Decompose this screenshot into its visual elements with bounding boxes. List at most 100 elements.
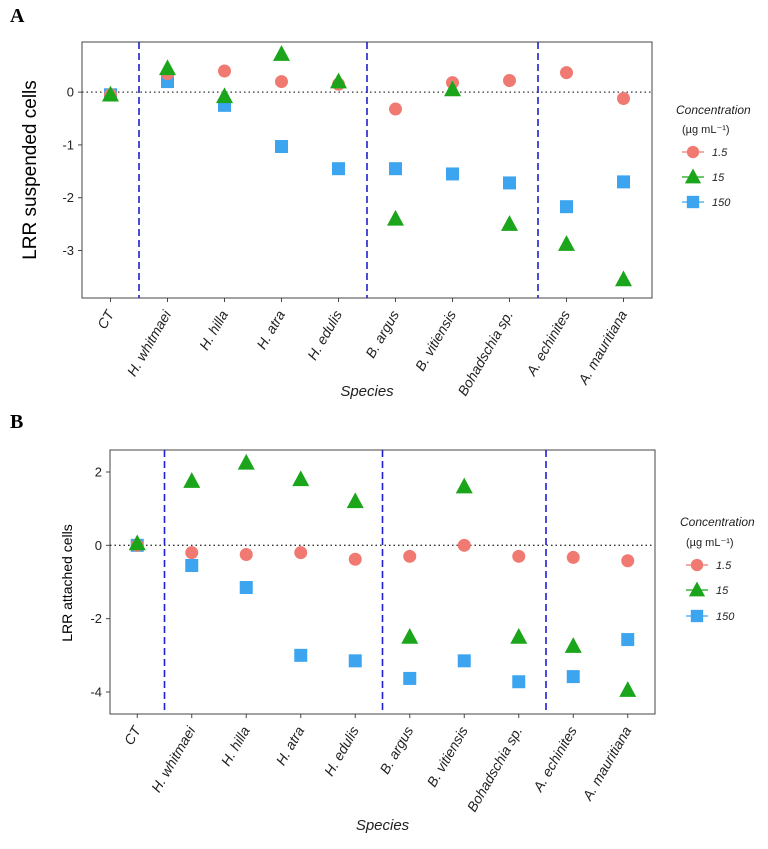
legend-label: 1.5 xyxy=(716,560,732,572)
data-point-150 xyxy=(348,654,362,668)
x-tick-label: A. echinites xyxy=(523,308,574,380)
data-point-15 xyxy=(128,534,146,551)
data-point-1_5 xyxy=(503,74,516,88)
data-point-1_5 xyxy=(621,554,635,568)
data-point-15 xyxy=(444,80,461,97)
data-point-150 xyxy=(621,633,635,647)
x-tick-label: H. whitmaei xyxy=(124,307,175,379)
data-point-1_5 xyxy=(239,548,253,561)
legend-label: 15 xyxy=(712,172,725,184)
x-tick-label: Bohadschia sp. xyxy=(464,724,526,815)
data-point-15 xyxy=(564,637,582,653)
legend: Concentration (µg mL⁻¹) 1.5 15 150 xyxy=(676,103,751,209)
data-point-15 xyxy=(510,628,528,644)
x-tick-label: B. argus xyxy=(362,308,402,361)
data-point-150 xyxy=(457,654,471,668)
y-tick-label: -3 xyxy=(62,243,74,258)
panel-letter: A xyxy=(10,5,25,27)
y-tick-label: -2 xyxy=(62,190,74,205)
legend-label: 15 xyxy=(716,585,729,597)
data-point-1_5 xyxy=(457,538,471,552)
data-point-1_5 xyxy=(403,549,417,563)
data-point-150 xyxy=(403,671,417,685)
x-tick-label: A. mauritiana xyxy=(579,723,635,803)
y-tick-label: 0 xyxy=(95,538,102,553)
x-tick-label: B. vitiensis xyxy=(424,724,471,790)
data-point-1_5 xyxy=(275,75,288,89)
x-tick-label: H. hilla xyxy=(218,723,253,768)
x-tick-label: H. edulis xyxy=(304,308,345,363)
legend-title: Concentration xyxy=(676,103,751,117)
legend-label: 1.5 xyxy=(712,147,728,159)
data-point-1_5 xyxy=(389,102,402,116)
data-point-15 xyxy=(387,209,404,226)
data-point-15 xyxy=(619,681,637,697)
data-point-15 xyxy=(455,477,473,494)
data-point-15 xyxy=(501,215,518,231)
x-tick-label: B. vitiensis xyxy=(412,308,459,374)
data-point-150 xyxy=(332,162,345,176)
legend-title: Concentration xyxy=(680,515,755,529)
legend-label: 150 xyxy=(716,611,735,623)
y-tick-label: -1 xyxy=(62,137,74,152)
x-axis-title: Species xyxy=(340,383,394,400)
legend-key-marker xyxy=(686,195,700,209)
chart-panel-B: B 2 0 -2 -4 CT H. whitmaei H. hilla H. atra H. ed… xyxy=(10,411,755,834)
legend-key-marker xyxy=(690,609,704,623)
x-tick-label: H. whitmaei xyxy=(148,723,199,795)
data-point-150 xyxy=(446,167,459,181)
data-point-1_5 xyxy=(566,550,580,564)
data-point-150 xyxy=(389,162,402,176)
data-point-150 xyxy=(512,675,526,689)
x-tick-label: H. atra xyxy=(253,307,288,352)
data-point-150 xyxy=(185,559,199,572)
data-point-15 xyxy=(292,470,310,487)
data-point-1_5 xyxy=(294,546,308,560)
data-point-1_5 xyxy=(560,66,573,80)
y-axis-title: LRR suspended cells xyxy=(20,80,41,260)
data-point-1_5 xyxy=(185,546,199,560)
y-tick-label: 0 xyxy=(67,85,74,100)
data-point-1_5 xyxy=(218,64,231,78)
legend-key-marker xyxy=(684,168,702,184)
data-point-1_5 xyxy=(617,91,630,105)
x-tick-label: Bohadschia sp. xyxy=(454,308,516,399)
data-point-150 xyxy=(617,175,630,189)
x-tick-label: CT xyxy=(94,306,118,331)
data-point-15 xyxy=(401,628,419,644)
data-point-150 xyxy=(560,200,573,214)
x-tick-label: H. edulis xyxy=(321,724,362,779)
data-point-15 xyxy=(273,45,290,61)
data-point-15 xyxy=(346,492,364,509)
data-point-150 xyxy=(566,670,580,684)
data-point-150 xyxy=(503,176,516,190)
legend-unit: (µg mL⁻¹) xyxy=(686,537,734,549)
legend-unit: (µg mL⁻¹) xyxy=(682,124,730,136)
legend: Concentration (µg mL⁻¹) 1.5 15 150 xyxy=(680,515,755,623)
x-tick-label: H. hilla xyxy=(196,307,231,352)
data-point-15 xyxy=(237,453,255,470)
data-point-15 xyxy=(102,85,119,102)
x-tick-label: A. mauritiana xyxy=(574,307,630,387)
y-tick-label: -2 xyxy=(90,611,102,626)
x-tick-label: CT xyxy=(121,722,145,747)
y-tick-label: 2 xyxy=(95,465,102,480)
legend-label: 150 xyxy=(712,197,731,209)
data-point-1_5 xyxy=(512,549,526,563)
x-tick-label: B. argus xyxy=(376,724,416,777)
data-point-15 xyxy=(615,270,632,287)
data-point-15 xyxy=(159,59,176,76)
data-point-150 xyxy=(294,648,308,662)
y-axis-title: LRR attached cells xyxy=(59,524,75,642)
x-tick-label: A. echinites xyxy=(529,724,580,796)
legend-key-marker xyxy=(690,558,704,572)
y-tick-label: -4 xyxy=(90,685,102,700)
legend-key-marker xyxy=(686,145,700,159)
data-point-15 xyxy=(330,72,347,89)
data-point-150 xyxy=(275,140,288,154)
data-point-150 xyxy=(239,581,253,594)
data-point-15 xyxy=(183,472,201,488)
x-axis-title: Species xyxy=(356,817,410,834)
data-point-15 xyxy=(216,87,233,104)
